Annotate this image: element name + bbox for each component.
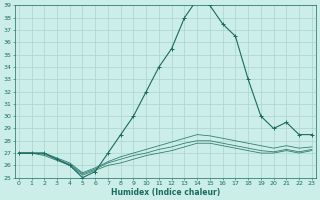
X-axis label: Humidex (Indice chaleur): Humidex (Indice chaleur)	[111, 188, 220, 197]
